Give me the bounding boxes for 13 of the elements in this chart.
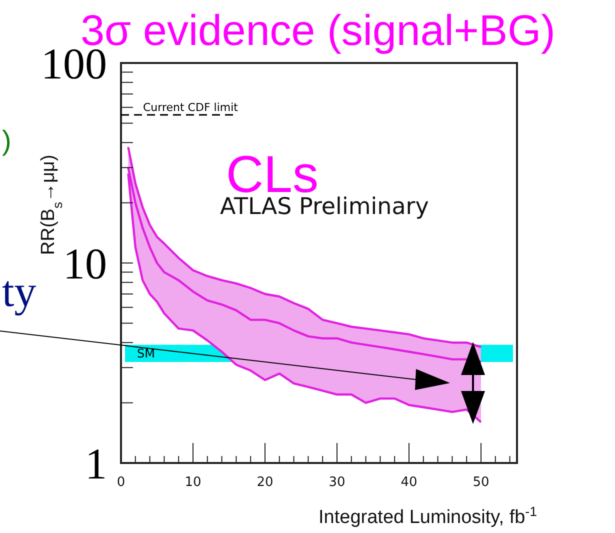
y-tick-label: 10: [63, 239, 107, 288]
x-tick-label: 40: [400, 475, 418, 490]
x-tick-label: 0: [116, 475, 126, 490]
x-axis-title: Integrated Luminosity, fb$^{-1}$: [318, 504, 537, 528]
x-tick-label: 50: [472, 475, 490, 490]
band-label: SM: [137, 346, 155, 360]
y-tick-label: 1: [85, 439, 107, 488]
x-tick-label: 30: [328, 475, 346, 490]
x-tick-label: 10: [184, 475, 202, 490]
x-tick-label: 20: [256, 475, 274, 490]
text: ty: [2, 267, 36, 316]
text: ): [2, 125, 12, 156]
ref-line-label: Current CDF limit: [143, 100, 239, 114]
